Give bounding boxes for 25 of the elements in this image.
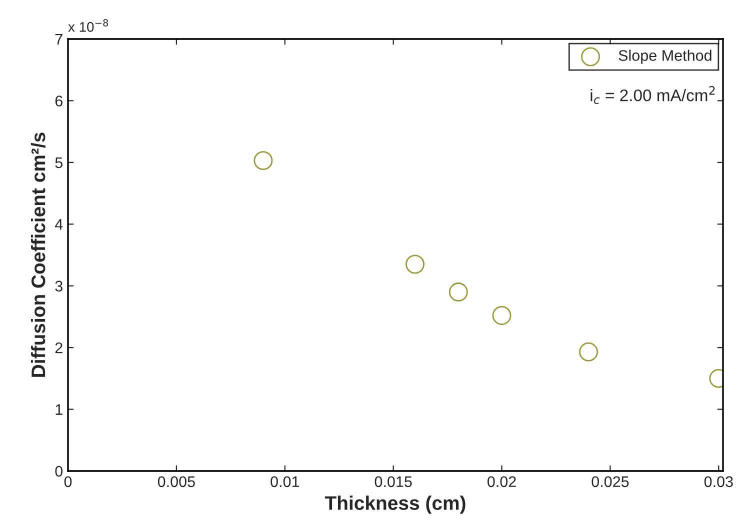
y-tick-label: 0 [55, 466, 63, 477]
y-tick-label: 3 [55, 280, 62, 292]
point [492, 306, 512, 325]
y-tick-label: 4 [54, 219, 63, 230]
x-tick-label: 0.02 [488, 476, 516, 488]
y-tick-label: 6 [55, 96, 62, 106]
point [254, 151, 273, 170]
y-tick-label: 5 [55, 157, 62, 168]
point [406, 254, 424, 274]
x-tick-label: 0.03 [704, 476, 733, 488]
y-tick-label: 2 [55, 342, 62, 354]
x-tick-label: 0.025 [592, 476, 629, 488]
x-tick-label: 0.015 [374, 476, 412, 488]
text: x 10$^{−8}$ [68, 19, 108, 32]
point [448, 282, 468, 302]
legend-label: Slope Method [618, 50, 712, 64]
x-tick-label: 0 [64, 476, 72, 488]
x-axis-title: Thickness (cm) [324, 496, 466, 514]
y-tick-label: 1 [56, 404, 62, 415]
point [579, 342, 598, 362]
y-axis-title: Diffusion Coefficient cm²/s [30, 132, 46, 377]
x-tick-label: 0.005 [158, 476, 195, 488]
y-tick-label: 7 [55, 34, 62, 45]
x-tick-label: 0.01 [270, 476, 300, 488]
annotation: i$_{c}$ = 2.00 mA/cm$^{2}$ [590, 86, 715, 104]
